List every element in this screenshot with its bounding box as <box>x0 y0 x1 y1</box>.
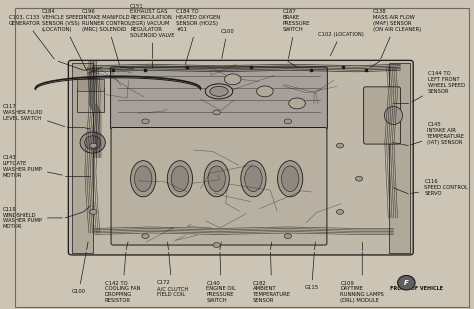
Ellipse shape <box>167 161 192 197</box>
Ellipse shape <box>208 166 226 192</box>
Text: C102 (LOCATION): C102 (LOCATION) <box>318 32 364 56</box>
Circle shape <box>213 243 220 248</box>
Bar <box>72 63 93 252</box>
Text: C172
A/C CLUTCH
FIELD COIL: C172 A/C CLUTCH FIELD COIL <box>156 252 188 297</box>
Text: C117
WASHER FLUID
LEVEL SWITCH: C117 WASHER FLUID LEVEL SWITCH <box>3 104 65 127</box>
Circle shape <box>336 210 344 214</box>
Text: C144 TO
LEFT FRONT
WHEEL SPEED
SENSOR: C144 TO LEFT FRONT WHEEL SPEED SENSOR <box>412 71 465 102</box>
Text: C182
AMBIENT
TEMPERATURE
SENSOR: C182 AMBIENT TEMPERATURE SENSOR <box>253 252 291 303</box>
Ellipse shape <box>278 161 303 197</box>
Text: C140
ENGINE OIL
PRESSURE
SWITCH: C140 ENGINE OIL PRESSURE SWITCH <box>206 252 236 303</box>
Text: C138
MASS AIR FLOW
(MAF) SENSOR
(ON AIR CLEANER): C138 MASS AIR FLOW (MAF) SENSOR (ON AIR … <box>373 9 421 59</box>
Ellipse shape <box>135 166 152 192</box>
Circle shape <box>90 210 97 214</box>
Text: C184
VEHICLE SPEED
SENSOR (VSS)
(LOCATION): C184 VEHICLE SPEED SENSOR (VSS) (LOCATIO… <box>42 9 87 71</box>
FancyBboxPatch shape <box>68 60 413 255</box>
Bar <box>77 88 104 112</box>
Text: C103, C133
GENERATOR: C103, C133 GENERATOR <box>9 15 54 59</box>
Text: FRONT OF VEHICLE: FRONT OF VEHICLE <box>390 286 443 291</box>
Ellipse shape <box>80 132 105 153</box>
Text: C145
INTAKE AIR
TEMPERATURE
(IAT) SENSOR: C145 INTAKE AIR TEMPERATURE (IAT) SENSOR <box>411 122 465 145</box>
Text: F: F <box>404 280 409 286</box>
Ellipse shape <box>85 136 100 149</box>
Ellipse shape <box>384 106 403 125</box>
Ellipse shape <box>245 166 262 192</box>
Ellipse shape <box>171 166 189 192</box>
Ellipse shape <box>130 161 156 197</box>
Circle shape <box>225 74 241 85</box>
Text: C116
SPEED CONTROL
SERVO: C116 SPEED CONTROL SERVO <box>411 180 468 196</box>
FancyBboxPatch shape <box>111 128 327 245</box>
Circle shape <box>142 234 149 239</box>
Circle shape <box>289 98 305 109</box>
Text: C151
EXHAUST GAS
RECIRCULATION
(EGR) VACUUM
REGULATOR
SOLENOID VALVE: C151 EXHAUST GAS RECIRCULATION (EGR) VAC… <box>130 3 174 58</box>
Text: C119
WINDSHIELD
WASHER PUMP
MOTOR: C119 WINDSHIELD WASHER PUMP MOTOR <box>3 207 63 229</box>
Bar <box>389 63 410 252</box>
Text: C184 TO
HEATED OXYGEN
SENSOR (HO2S)
#11: C184 TO HEATED OXYGEN SENSOR (HO2S) #11 <box>176 9 220 65</box>
Text: G115: G115 <box>305 252 319 290</box>
Text: C109
DAYTIME
RUNNING LAMPS
(DRL) MODULE: C109 DAYTIME RUNNING LAMPS (DRL) MODULE <box>340 252 384 303</box>
Text: C187
BRAKE
PRESSURE
SWITCH: C187 BRAKE PRESSURE SWITCH <box>283 9 310 58</box>
Text: C142 TO
COOLING FAN
DROPPING
RESISTOR: C142 TO COOLING FAN DROPPING RESISTOR <box>105 252 140 303</box>
Text: C100: C100 <box>220 29 234 58</box>
Ellipse shape <box>398 275 415 290</box>
Circle shape <box>284 119 292 124</box>
Circle shape <box>284 234 292 239</box>
Ellipse shape <box>241 161 266 197</box>
Ellipse shape <box>205 84 233 99</box>
Text: G100: G100 <box>72 252 86 294</box>
FancyBboxPatch shape <box>110 67 328 129</box>
FancyBboxPatch shape <box>364 87 401 144</box>
Bar <box>77 79 104 91</box>
Circle shape <box>256 86 273 97</box>
Circle shape <box>336 143 344 148</box>
Ellipse shape <box>282 166 299 192</box>
Ellipse shape <box>204 161 229 197</box>
Text: C143
LIFTGATE
WASHER PUMP
MOTOR: C143 LIFTGATE WASHER PUMP MOTOR <box>3 155 63 178</box>
Circle shape <box>356 176 363 181</box>
Text: C196
INTAKE MANIFOLD
RUNNER CONTROL
(MRC) SOLENOID: C196 INTAKE MANIFOLD RUNNER CONTROL (MRC… <box>82 9 131 65</box>
Ellipse shape <box>210 87 228 96</box>
Circle shape <box>142 119 149 124</box>
Circle shape <box>213 110 220 115</box>
Circle shape <box>90 143 97 148</box>
